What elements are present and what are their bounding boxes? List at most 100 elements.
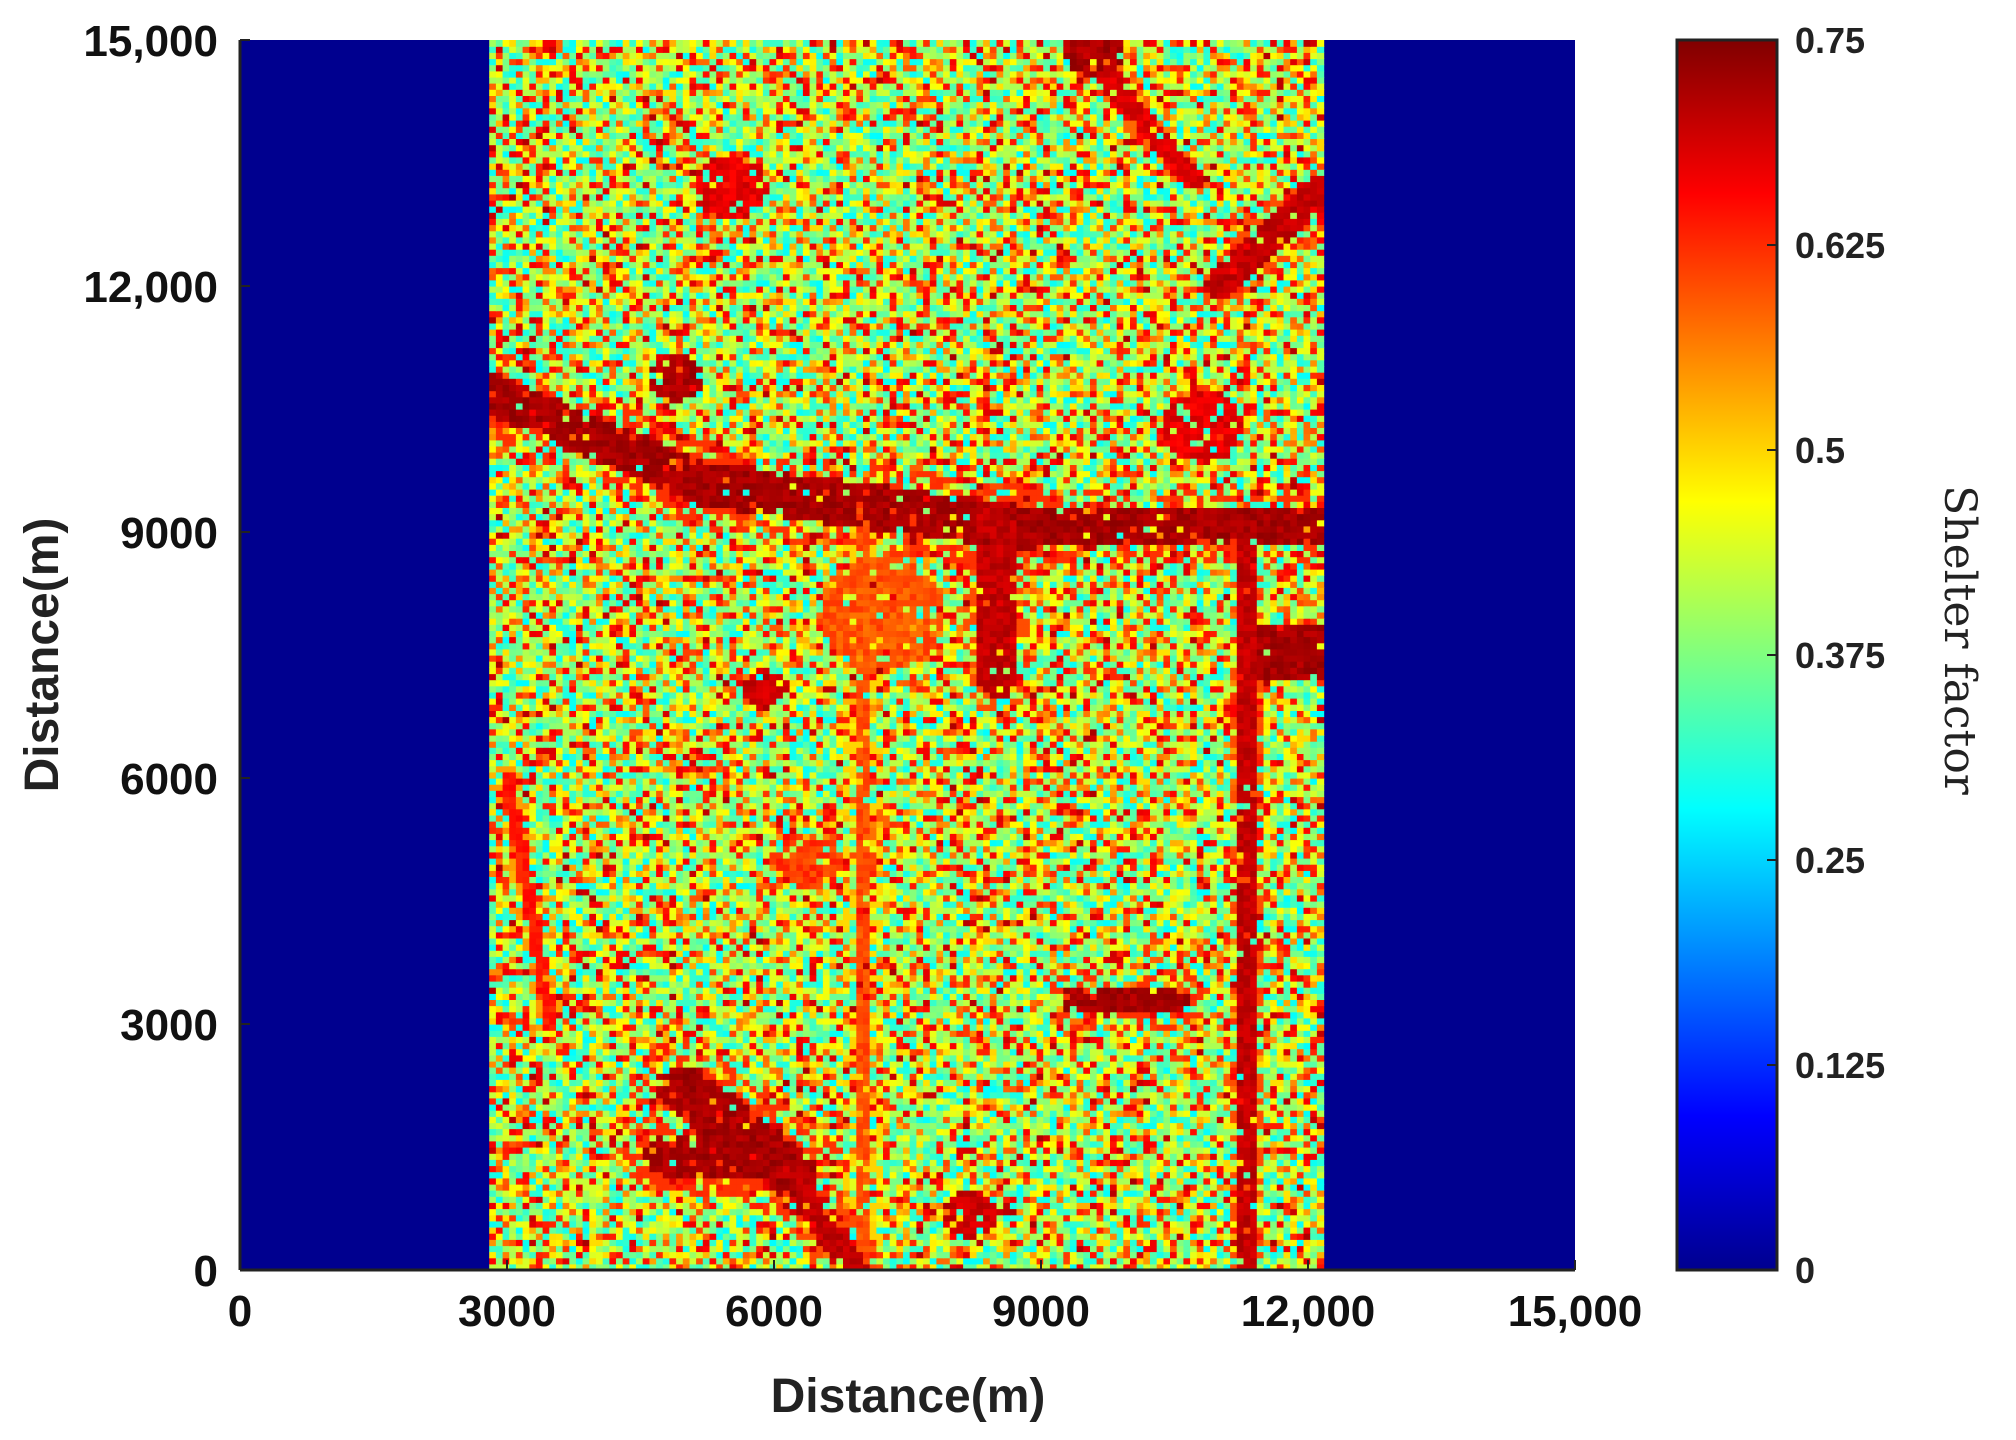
heatmap-cell bbox=[522, 1122, 530, 1130]
heatmap-cell bbox=[649, 1140, 657, 1148]
heatmap-cell bbox=[529, 1110, 537, 1117]
heatmap-cell bbox=[1183, 1060, 1191, 1068]
heatmap-cell bbox=[1256, 1227, 1265, 1234]
heatmap-cell bbox=[756, 1165, 764, 1173]
heatmap-cell bbox=[1049, 1085, 1058, 1093]
heatmap-cell bbox=[956, 1183, 964, 1191]
heatmap-cell bbox=[949, 1060, 958, 1068]
heatmap-cell bbox=[1116, 1122, 1124, 1130]
heatmap-cell bbox=[589, 1128, 597, 1136]
heatmap-cell bbox=[562, 1171, 570, 1179]
heatmap-cell bbox=[676, 1104, 684, 1111]
heatmap-cell bbox=[1143, 1060, 1151, 1068]
heatmap-cell bbox=[1243, 1171, 1251, 1179]
heatmap-cell bbox=[949, 1085, 958, 1093]
heatmap-cell bbox=[1230, 1214, 1238, 1222]
heatmap-cell bbox=[1156, 1165, 1164, 1173]
heatmap-cell bbox=[1136, 1220, 1144, 1228]
heatmap-cell bbox=[742, 1128, 751, 1136]
heatmap-cell bbox=[556, 1196, 564, 1203]
heatmap-cell bbox=[889, 1147, 897, 1154]
heatmap-cell bbox=[829, 1202, 837, 1210]
heatmap-cell bbox=[1250, 1097, 1258, 1105]
heatmap-cell bbox=[1290, 1116, 1298, 1124]
heatmap-cell bbox=[696, 1153, 704, 1160]
heatmap-cell bbox=[515, 1233, 524, 1240]
heatmap-cell bbox=[1190, 1177, 1198, 1185]
heatmap-cell bbox=[863, 1177, 871, 1185]
heatmap-cell bbox=[976, 1048, 984, 1056]
heatmap-cell bbox=[1170, 1190, 1178, 1197]
heatmap-cell bbox=[676, 1227, 684, 1234]
heatmap-cell bbox=[769, 1060, 777, 1068]
heatmap-cell bbox=[1303, 1036, 1311, 1044]
heatmap-cell bbox=[736, 1128, 744, 1136]
heatmap-cell bbox=[1029, 1067, 1038, 1074]
heatmap-cell bbox=[849, 1079, 857, 1087]
heatmap-cell bbox=[769, 1190, 777, 1197]
heatmap-cell bbox=[1296, 1060, 1305, 1068]
heatmap-cell bbox=[1296, 1220, 1305, 1228]
heatmap-cell bbox=[562, 1097, 570, 1105]
heatmap-cell bbox=[1096, 1263, 1104, 1271]
heatmap-cell bbox=[883, 1227, 891, 1234]
heatmap-cell bbox=[642, 1097, 650, 1105]
heatmap-cell bbox=[569, 1073, 577, 1080]
heatmap-cell bbox=[1310, 1208, 1318, 1216]
heatmap-cell bbox=[929, 1214, 938, 1222]
heatmap-cell bbox=[722, 1147, 731, 1154]
heatmap-cell bbox=[1256, 1036, 1265, 1044]
heatmap-cell bbox=[822, 1073, 831, 1080]
heatmap-cell bbox=[1063, 1202, 1071, 1210]
heatmap-cell bbox=[1003, 1208, 1011, 1216]
heatmap-cell bbox=[642, 1159, 650, 1167]
heatmap-cell bbox=[1150, 1067, 1158, 1074]
heatmap-cell bbox=[529, 1233, 537, 1240]
heatmap-cell bbox=[843, 1073, 851, 1080]
heatmap-cell bbox=[769, 1024, 777, 1031]
heatmap-cell bbox=[1256, 1196, 1265, 1203]
heatmap-cell bbox=[796, 1085, 804, 1093]
heatmap-cell bbox=[876, 1263, 884, 1271]
heatmap-cell bbox=[1263, 1030, 1271, 1037]
heatmap-cell bbox=[849, 1091, 857, 1099]
heatmap-cell bbox=[1290, 1165, 1298, 1173]
heatmap-cell bbox=[849, 1239, 857, 1247]
heatmap-cell bbox=[702, 1067, 711, 1074]
heatmap-cell bbox=[495, 1140, 504, 1148]
heatmap-cell bbox=[1023, 1227, 1031, 1234]
heatmap-cell bbox=[736, 1263, 744, 1271]
heatmap-cell bbox=[1256, 1257, 1265, 1265]
heatmap-cell bbox=[689, 1134, 697, 1142]
heatmap-cell bbox=[495, 1116, 504, 1124]
heatmap-cell bbox=[576, 1263, 584, 1271]
heatmap-cell bbox=[535, 1128, 544, 1136]
heatmap-cell bbox=[762, 1134, 771, 1142]
heatmap-cell bbox=[556, 1104, 564, 1111]
heatmap-cell bbox=[1143, 1085, 1151, 1093]
heatmap-cell bbox=[863, 1097, 871, 1105]
heatmap-cell bbox=[1110, 1208, 1118, 1216]
heatmap-cell bbox=[889, 1257, 897, 1265]
heatmap-cell bbox=[1103, 1060, 1111, 1068]
heatmap-cell bbox=[1223, 1147, 1231, 1154]
heatmap-cell bbox=[889, 1116, 897, 1124]
heatmap-cell bbox=[1263, 1190, 1271, 1197]
heatmap-cell bbox=[616, 1122, 624, 1130]
heatmap-cell bbox=[836, 1097, 844, 1105]
heatmap-cell bbox=[1103, 1214, 1111, 1222]
heatmap-cell bbox=[1096, 1079, 1104, 1087]
heatmap-cell bbox=[682, 1104, 691, 1111]
heatmap-cell bbox=[596, 1067, 604, 1074]
heatmap-cell bbox=[1150, 1073, 1158, 1080]
heatmap-cell bbox=[1270, 1245, 1278, 1253]
heatmap-cell bbox=[609, 1104, 617, 1111]
heatmap-cell bbox=[949, 1024, 958, 1031]
heatmap-cell bbox=[949, 1233, 958, 1240]
heatmap-cell bbox=[542, 1208, 550, 1216]
heatmap-cell bbox=[1230, 1239, 1238, 1247]
heatmap-cell bbox=[1250, 1140, 1258, 1148]
heatmap-cell bbox=[676, 1190, 684, 1197]
heatmap-cell bbox=[1276, 1257, 1285, 1265]
heatmap-cell bbox=[1076, 1227, 1084, 1234]
